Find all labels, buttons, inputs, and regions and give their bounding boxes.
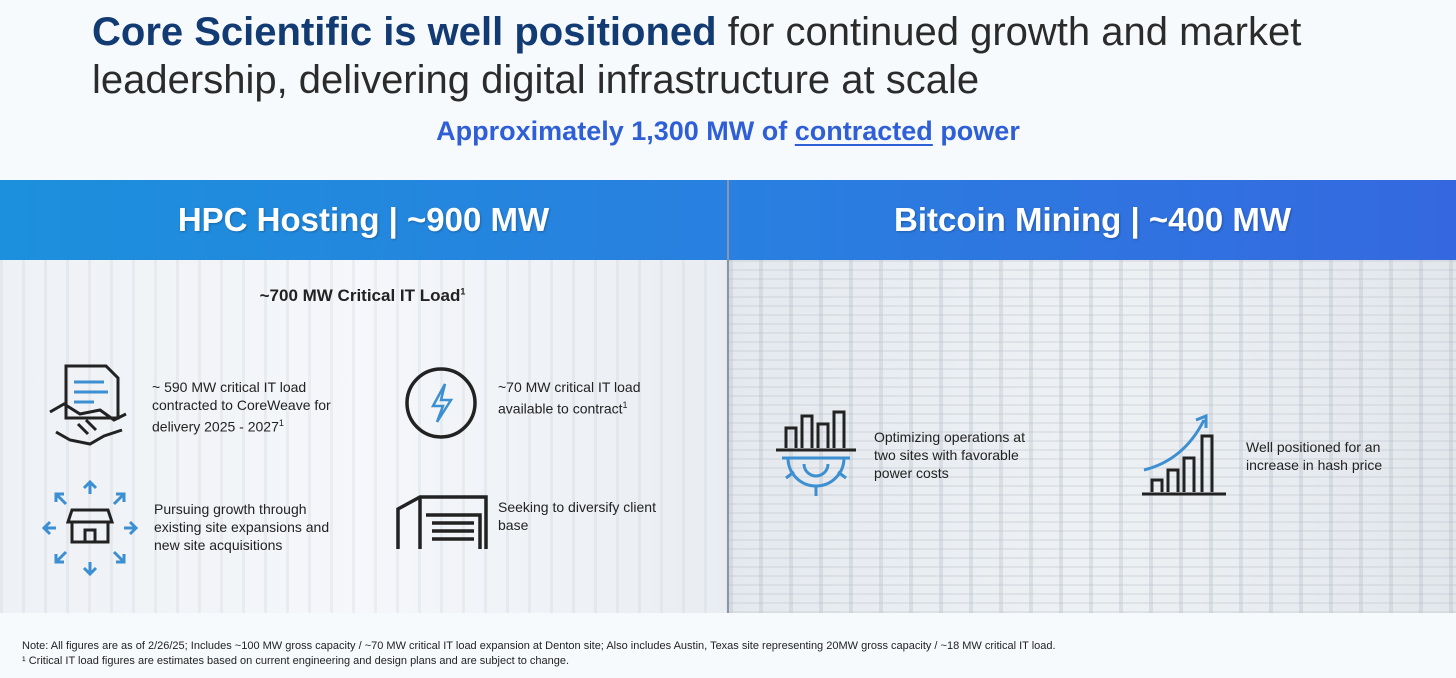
subtitle-underlined: contracted: [794, 116, 933, 146]
item-text: Well positioned for an increase in hash …: [1246, 439, 1383, 473]
footnote-mark: 1: [278, 418, 284, 428]
note: ¹ Critical IT load figures are estimates…: [22, 655, 570, 667]
left-header: HPC Hosting | ~900 MW: [177, 201, 550, 238]
note: Note: All figures are as of 2/26/25; Inc…: [22, 640, 1056, 652]
right-panel: [729, 260, 1456, 613]
left-panel: [0, 260, 727, 613]
item-text: Pursuing growth through existing site ex…: [154, 501, 330, 553]
growth-chart-icon: [1142, 413, 1226, 496]
item-body: ~ 590 MW critical IT load contracted to …: [152, 379, 331, 435]
subtitle: Approximately 1,300 MW of contracted pow…: [0, 116, 1456, 147]
gear-chart-icon: [776, 410, 856, 496]
subtitle-after: power: [932, 116, 1020, 146]
warehouse-icon: [396, 495, 488, 549]
item-text: ~70 MW critical IT load available to con…: [498, 378, 658, 418]
footnote-mark: 1: [460, 286, 466, 297]
title: Core Scientific is well positioned for c…: [92, 8, 1412, 104]
store-expansion-icon: [41, 479, 139, 577]
footnote-mark: 1: [622, 400, 628, 410]
subtitle-before: Approximately 1,300 MW of: [436, 116, 795, 146]
handshake-icon: [49, 364, 127, 446]
item-text: Optimizing operations at two sites with …: [874, 429, 1025, 481]
panel-heading: ~700 MW Critical IT Load1: [200, 286, 525, 306]
title-bold: Core Scientific is well positioned: [92, 10, 717, 54]
lightning-icon: [405, 367, 477, 439]
item-text: Seeking to diversify client base: [498, 499, 656, 533]
right-header: Bitcoin Mining | ~400 MW: [894, 201, 1291, 238]
item-text: ~ 590 MW critical IT load contracted to …: [152, 378, 352, 436]
title-rest: for continued growth and market leadersh…: [92, 10, 1302, 102]
item-body: ~70 MW critical IT load available to con…: [498, 379, 641, 417]
heading-text: ~700 MW Critical IT Load: [259, 286, 461, 305]
divider: [727, 180, 729, 613]
